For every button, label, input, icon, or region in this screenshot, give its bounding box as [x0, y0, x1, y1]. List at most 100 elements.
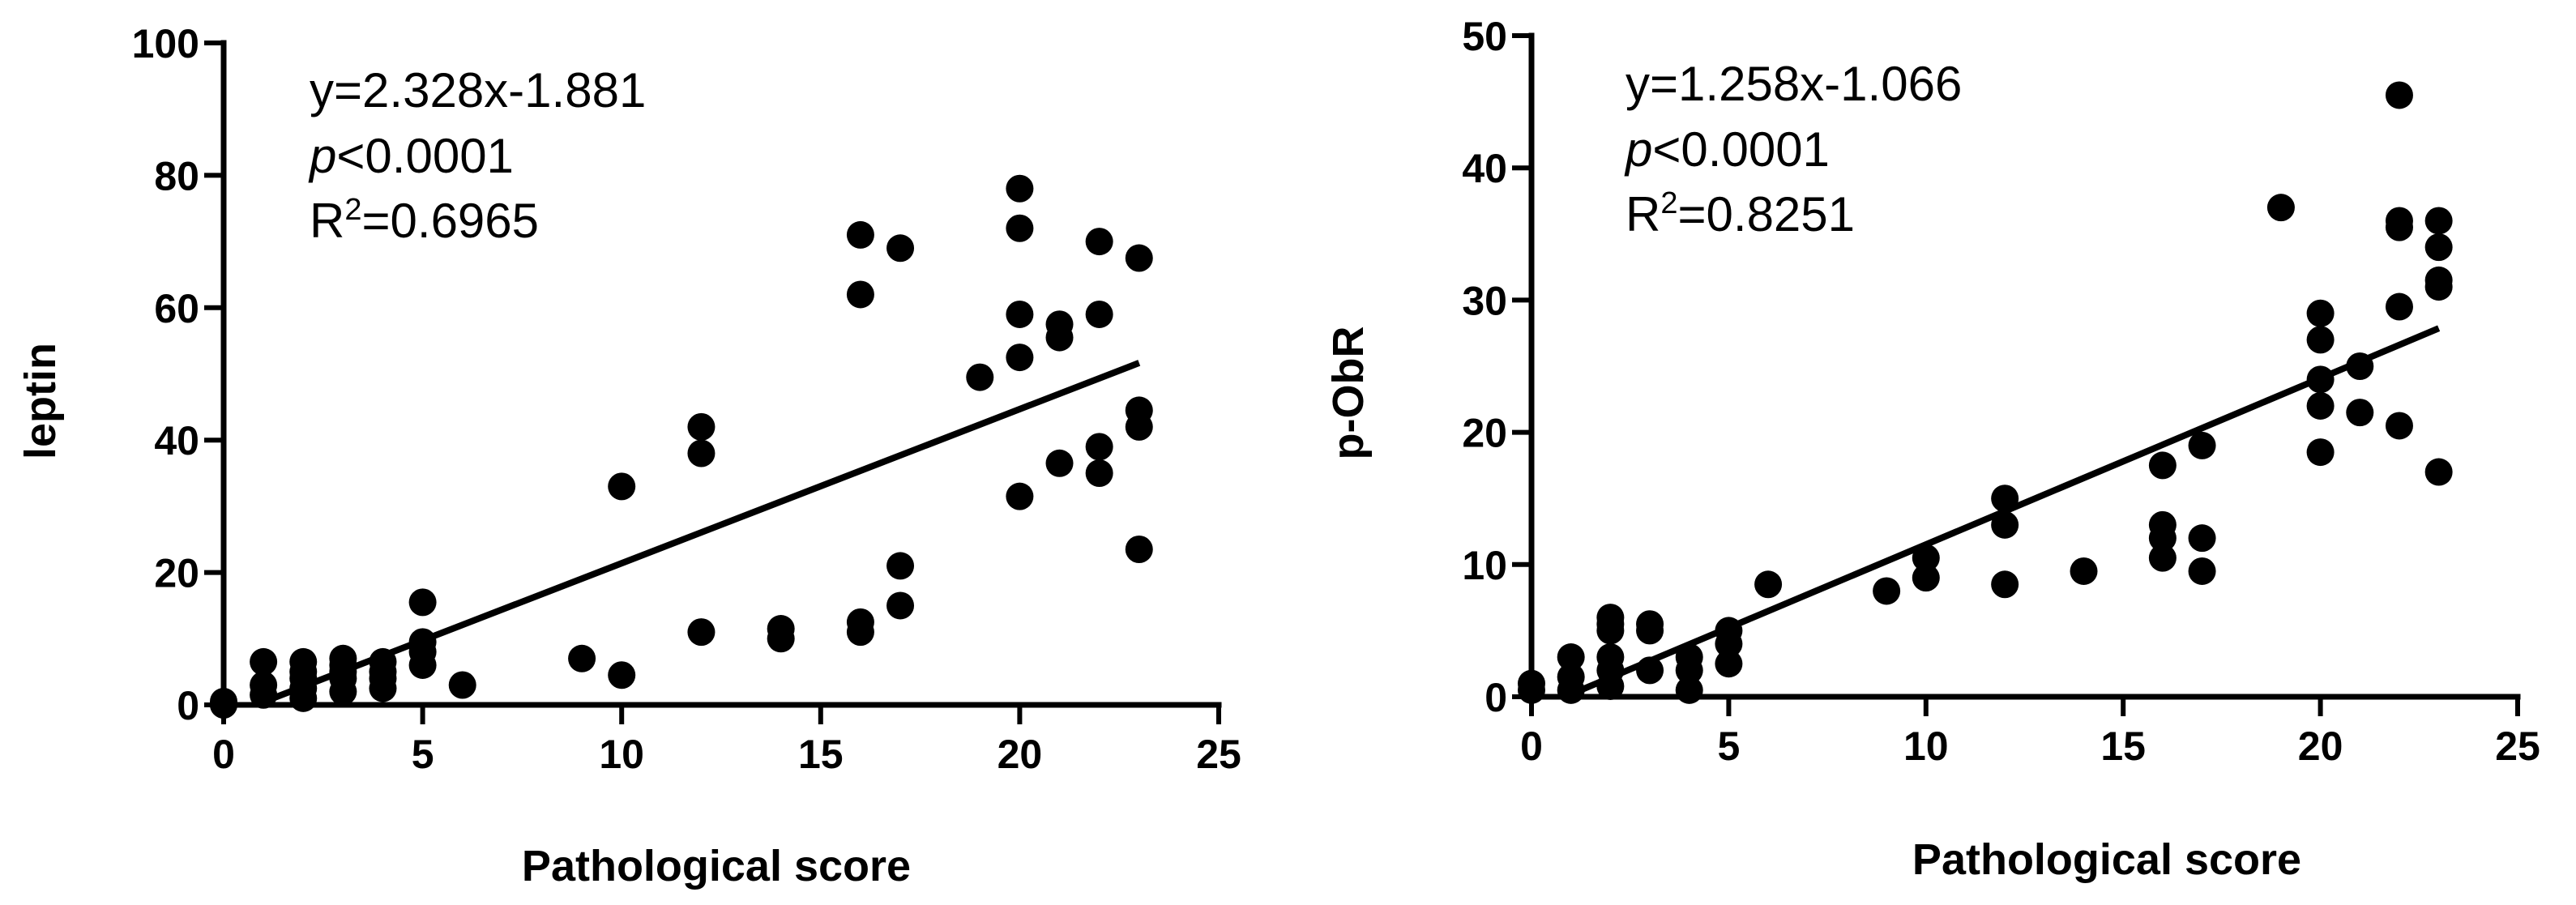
data-point [1045, 449, 1074, 477]
y-axis-title: leptin [16, 343, 65, 459]
data-point [568, 644, 596, 672]
leptin-chart-panel: 0 5 10 15 20 25 0 20 40 60 80 100 y=2.328x-1.881 p<… [16, 21, 1241, 890]
data-point [2070, 557, 2098, 585]
data-point [846, 608, 874, 636]
data-point [369, 647, 397, 676]
data-point [1754, 570, 1783, 599]
data-point [1085, 300, 1113, 328]
data-point [329, 644, 357, 672]
p-value: <0.0001 [336, 129, 514, 183]
x-axis-title: Pathological score [1912, 835, 2301, 884]
y-tick-label: 0 [1485, 675, 1507, 720]
x-tick-label: 20 [2298, 724, 2343, 769]
leptin-scatter-chart: 0 5 10 15 20 25 0 20 40 60 80 100 y=2.328x-1.881 p<… [16, 21, 1241, 890]
data-point [1125, 536, 1153, 564]
data-point [2306, 438, 2335, 467]
r-squared-annotation: R2=0.8251 [1625, 186, 1855, 241]
data-point [1085, 433, 1113, 461]
data-point [2148, 451, 2177, 480]
data-point [2346, 352, 2374, 380]
data-point [1557, 643, 1585, 672]
x-tick-label: 0 [212, 732, 235, 777]
x-tick-label: 10 [599, 732, 644, 777]
r-squared-value: =0.6965 [361, 194, 539, 248]
data-point [1006, 344, 1034, 372]
data-point [2385, 412, 2413, 440]
data-point [1991, 485, 2019, 513]
data-point [2424, 266, 2453, 294]
pobr-scatter-chart: 0 5 10 15 20 25 0 10 20 30 40 50 y=1.258x-1.066 p<0… [1324, 14, 2540, 884]
x-tick-label: 25 [1196, 732, 1241, 777]
p-symbol: p [308, 129, 336, 183]
x-tick-label: 10 [1903, 724, 1949, 769]
data-point [2148, 510, 2177, 539]
r-squared-prefix: R [1625, 187, 1660, 241]
data-point [1006, 214, 1034, 242]
y-tick-label: 40 [154, 418, 199, 463]
data-point [1675, 676, 1703, 704]
data-point [289, 647, 318, 676]
regression-equation: y=1.258x-1.066 [1625, 57, 1962, 111]
pobr-chart-panel: 0 5 10 15 20 25 0 10 20 30 40 50 y=1.258x-1.066 p<0… [1288, 0, 2576, 905]
data-point [1006, 482, 1034, 510]
data-point [250, 647, 278, 676]
y-tick-label: 80 [154, 153, 199, 199]
data-point [1675, 643, 1703, 672]
y-tick-label: 40 [1462, 146, 1507, 191]
p-value: <0.0001 [1652, 122, 1830, 177]
data-point [2385, 207, 2413, 235]
x-tick-label: 0 [1520, 724, 1543, 769]
data-point [1125, 244, 1153, 272]
data-point [1715, 617, 1743, 645]
data-point [1085, 459, 1113, 488]
data-point [2148, 544, 2177, 572]
x-tick-label: 15 [798, 732, 844, 777]
y-tick-label: 30 [1462, 278, 1507, 323]
data-point [846, 280, 874, 309]
r-squared-prefix: R [310, 194, 344, 248]
data-point [1991, 570, 2019, 599]
data-point [2306, 391, 2335, 420]
y-tick-label: 20 [1462, 411, 1507, 456]
data-point [2306, 365, 2335, 394]
data-point [1991, 510, 2019, 539]
y-tick-label: 20 [154, 551, 199, 596]
y-tick-label: 100 [132, 21, 199, 66]
data-point [1518, 669, 1545, 698]
data-point [1912, 564, 1940, 592]
plot-area: 0 5 10 15 20 25 0 20 40 60 80 100 [132, 21, 1241, 777]
data-point [687, 439, 716, 467]
data-point [250, 671, 278, 699]
r-squared-value: =0.8251 [1677, 187, 1855, 241]
data-point [1596, 610, 1625, 638]
y-tick-label: 60 [154, 286, 199, 331]
data-point [2306, 299, 2335, 327]
data-point [886, 552, 915, 580]
x-tick-label: 5 [412, 732, 434, 777]
data-point [1596, 643, 1625, 672]
data-point [846, 220, 874, 249]
p-symbol: p [1624, 122, 1652, 177]
data-point [1636, 610, 1664, 638]
data-point [1636, 656, 1664, 685]
x-axis-title: Pathological score [522, 842, 911, 890]
x-tick-label: 20 [998, 732, 1043, 777]
data-point [687, 412, 716, 441]
data-point [608, 472, 636, 501]
y-tick-label: 50 [1462, 14, 1507, 59]
data-point [1125, 396, 1153, 425]
data-point [2424, 207, 2453, 235]
r-squared-superscript: 2 [1660, 186, 1677, 220]
r-squared-annotation: R2=0.6965 [310, 193, 539, 248]
data-point [210, 687, 237, 715]
data-point [1006, 174, 1034, 203]
data-point [2306, 326, 2335, 354]
data-point [2346, 399, 2374, 427]
data-point [1715, 650, 1743, 678]
data-point [2385, 292, 2413, 321]
data-point [1912, 544, 1940, 572]
data-point [2266, 194, 2295, 222]
data-point [2188, 431, 2216, 459]
data-point [2188, 524, 2216, 553]
data-point [1873, 577, 1901, 605]
